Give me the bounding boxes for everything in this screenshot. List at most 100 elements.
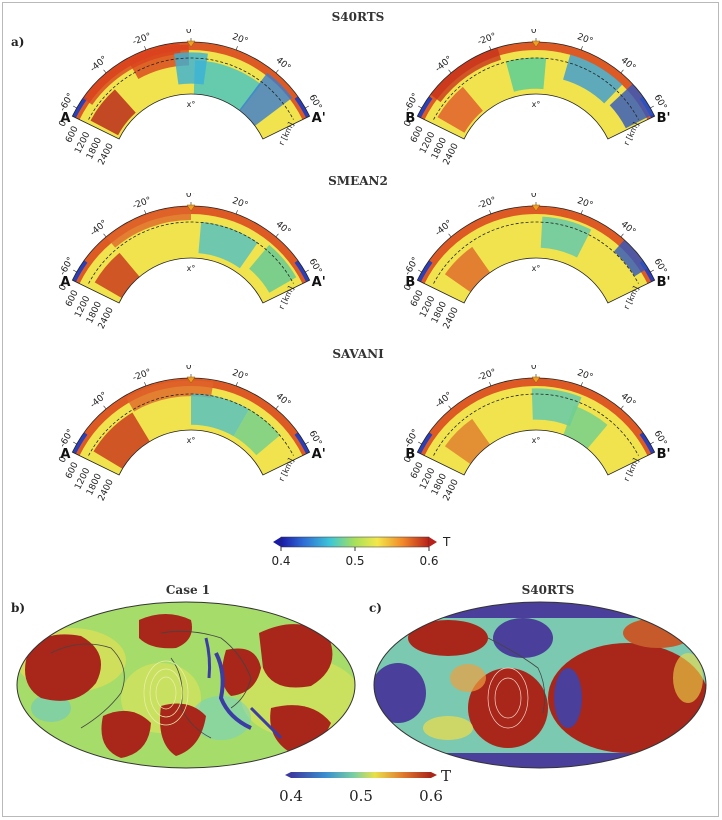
depth-tick-0: 0: [58, 283, 70, 293]
colorbar-maps: T 0.4 0.5 0.6: [279, 767, 451, 805]
map-s40rts: [373, 601, 707, 769]
angle-tick-0: -60°: [58, 428, 76, 450]
top-marker: [531, 40, 541, 48]
section-end-label: B': [657, 447, 671, 462]
angle-tick-1: -40°: [89, 218, 110, 238]
row1-title: S40RTS: [331, 10, 385, 24]
section-start-label: B: [405, 447, 415, 462]
angle-tick-2: -20°: [476, 32, 497, 48]
row2-title: SMEAN2: [328, 174, 388, 188]
panel-c-label: c): [369, 601, 382, 615]
colorbar-maps-gradient: [291, 772, 431, 778]
angle-tick-5: 40°: [619, 219, 638, 237]
cross-section-savani-a: -60°-40°-20°0°20°40°60°x°A A'060012001800…: [58, 365, 326, 503]
panel-c-title: S40RTS: [521, 583, 575, 597]
cross-section-savani-b: -60°-40°-20°0°20°40°60°x°B B'060012001800…: [403, 365, 671, 503]
center-mark: x°: [187, 436, 196, 445]
top-marker: [186, 40, 196, 48]
angle-tick-3: 0°: [531, 29, 541, 36]
angle-tick-5: 40°: [274, 219, 293, 237]
angle-tick-4: 20°: [231, 368, 249, 383]
colorbar-tick-1: 0.5: [345, 554, 364, 568]
cross-section-smean2-a: -60°-40°-20°0°20°40°60°x°A A'060012001800…: [58, 193, 326, 331]
section-start-label: A: [60, 447, 70, 462]
angle-tick-3: 0°: [531, 365, 541, 372]
section-end-label: A': [312, 447, 326, 462]
angle-tick-2: -20°: [476, 196, 497, 212]
depth-tick-0: 0: [58, 119, 70, 129]
cross-section-s40rts-a: -60°-40°-20°0°20°40°60°x°A A'060012001800…: [58, 29, 326, 167]
cross-section-s40rts-b: -60°-40°-20°0°20°40°60°x°B B'060012001800…: [403, 29, 671, 167]
angle-tick-1: -40°: [89, 54, 110, 74]
colorbar-maps-tick-2: 0.6: [419, 787, 443, 805]
angle-tick-2: -20°: [131, 32, 152, 48]
angle-tick-3: 0°: [186, 29, 196, 36]
top-marker: [186, 376, 196, 384]
angle-tick-6: 60°: [652, 429, 669, 448]
angle-tick-5: 40°: [274, 55, 293, 73]
depth-tick-0: 0: [403, 455, 415, 465]
top-marker: [531, 376, 541, 384]
angle-tick-4: 20°: [576, 368, 594, 383]
colorbar-tick-0: 0.4: [271, 554, 290, 568]
angle-tick-4: 20°: [231, 32, 249, 47]
angle-tick-1: -40°: [434, 390, 455, 410]
angle-tick-2: -20°: [476, 368, 497, 384]
section-start-label: B: [405, 275, 415, 290]
center-mark: x°: [187, 100, 196, 109]
angle-tick-2: -20°: [131, 196, 152, 212]
depth-tick-0: 0: [403, 119, 415, 129]
colorbar-maps-tick-0: 0.4: [279, 787, 303, 805]
angle-tick-6: 60°: [652, 257, 669, 276]
panel-b-label: b): [11, 601, 26, 615]
angle-tick-0: -60°: [58, 256, 76, 278]
colorbar-low-arrow: [273, 537, 281, 547]
angle-tick-0: -60°: [58, 92, 76, 114]
angle-tick-6: 60°: [652, 93, 669, 112]
colorbar-sections: T 0.4 0.5 0.6: [271, 535, 451, 568]
colorbar-tick-2: 0.6: [419, 554, 438, 568]
top-marker: [186, 204, 196, 212]
section-end-label: A': [312, 111, 326, 126]
angle-tick-1: -40°: [434, 54, 455, 74]
section-start-label: A: [60, 275, 70, 290]
section-start-label: A: [60, 111, 70, 126]
panel-b-title: Case 1: [165, 583, 211, 597]
depth-tick-0: 0: [403, 283, 415, 293]
section-end-label: B': [657, 111, 671, 126]
angle-tick-1: -40°: [434, 218, 455, 238]
center-mark: x°: [187, 264, 196, 273]
colorbar-high-arrow: [429, 537, 437, 547]
angle-tick-1: -40°: [89, 390, 110, 410]
section-start-label: B: [405, 111, 415, 126]
angle-tick-2: -20°: [131, 368, 152, 384]
angle-tick-5: 40°: [619, 55, 638, 73]
center-mark: x°: [532, 436, 541, 445]
panel-a-label: a): [11, 35, 25, 49]
angle-tick-6: 60°: [307, 257, 324, 276]
cross-section-smean2-b: -60°-40°-20°0°20°40°60°x°B B'060012001800…: [403, 193, 671, 331]
angle-tick-4: 20°: [231, 196, 249, 211]
angle-tick-0: -60°: [403, 92, 421, 114]
colorbar-maps-label: T: [441, 767, 451, 785]
angle-tick-0: -60°: [403, 256, 421, 278]
colorbar-label: T: [442, 535, 451, 549]
angle-tick-6: 60°: [307, 93, 324, 112]
angle-tick-0: -60°: [403, 428, 421, 450]
section-end-label: A': [312, 275, 326, 290]
top-marker: [531, 204, 541, 212]
center-mark: x°: [532, 100, 541, 109]
center-mark: x°: [532, 264, 541, 273]
angle-tick-4: 20°: [576, 196, 594, 211]
depth-tick-0: 0: [58, 455, 70, 465]
angle-tick-3: 0°: [186, 193, 196, 200]
angle-tick-5: 40°: [619, 391, 638, 409]
map-case1: [16, 601, 356, 769]
colorbar-maps-tick-1: 0.5: [349, 787, 373, 805]
section-end-label: B': [657, 275, 671, 290]
angle-tick-3: 0°: [186, 365, 196, 372]
row3-title: SAVANI: [332, 347, 384, 361]
colorbar-gradient: [280, 536, 430, 548]
angle-tick-4: 20°: [576, 32, 594, 47]
